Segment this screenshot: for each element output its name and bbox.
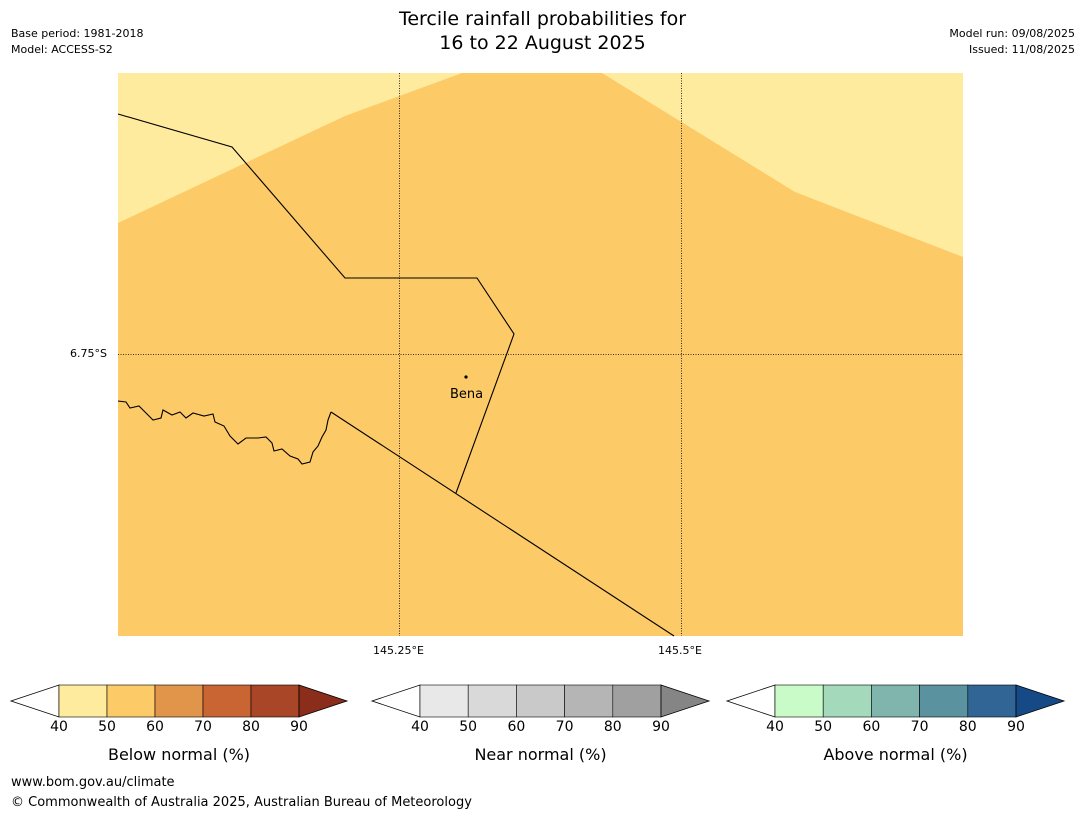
- near-colorbar-tick: 90: [652, 719, 670, 735]
- title-line-1: Tercile rainfall probabilities for: [398, 8, 687, 30]
- footer-url[interactable]: www.bom.gov.au/climate: [11, 775, 175, 790]
- near-colorbar-segment: [419, 684, 469, 718]
- below-colorbar-tick: 40: [50, 719, 68, 735]
- lon-label-145-5: 145.5°E: [658, 644, 702, 657]
- southern-boundary: [330, 411, 675, 637]
- above-colorbar-segment: [919, 684, 969, 718]
- below-colorbar-segment: [202, 684, 252, 718]
- near-colorbar-tick: 50: [459, 719, 478, 735]
- model-run: Model run: 09/08/2025: [949, 27, 1075, 40]
- base-period: Base period: 1981-2018: [11, 27, 144, 40]
- below-colorbar-tick: 50: [98, 719, 116, 735]
- near-colorbar-segment: [467, 684, 517, 718]
- below-colorbar-segment: [154, 684, 204, 718]
- above-normal-colorbar: [725, 684, 1066, 718]
- below-40-50-region-east: [602, 73, 963, 257]
- below-colorbar-tick: 60: [146, 719, 164, 735]
- near-colorbar-segment: [612, 684, 662, 718]
- title-line-2: 16 to 22 August 2025: [439, 32, 646, 54]
- below-colorbar-tick: 80: [242, 719, 260, 735]
- below-colorbar-segment: [250, 684, 300, 718]
- below-colorbar-high-extend: [298, 684, 349, 718]
- near-colorbar-tick: 60: [507, 719, 526, 735]
- map-area: [117, 73, 963, 637]
- above-colorbar-segment: [774, 684, 824, 718]
- issued-date: Issued: 11/08/2025: [968, 43, 1075, 56]
- lat-label: 6.75°S: [70, 347, 107, 360]
- river-line: [117, 400, 332, 465]
- above-colorbar-low-extend: [725, 684, 776, 718]
- near-colorbar-tick: 80: [603, 719, 622, 735]
- above-colorbar-tick: 60: [862, 719, 881, 735]
- below-colorbar-tick: 70: [194, 719, 212, 735]
- above-colorbar-segment: [967, 684, 1017, 718]
- near-colorbar-segment: [564, 684, 614, 718]
- below-normal-colorbar-label: Below normal (%): [107, 745, 251, 764]
- near-colorbar-low-extend: [370, 684, 421, 718]
- province-boundary: [117, 113, 515, 494]
- map-title: Tercile rainfall probabilities for 16 to…: [0, 7, 1085, 55]
- near-colorbar-high-extend: [660, 684, 711, 718]
- near-normal-colorbar: [370, 684, 711, 718]
- below-colorbar-low-extend: [9, 684, 60, 718]
- footer-copyright: © Commonwealth of Australia 2025, Austra…: [11, 795, 472, 810]
- below-normal-colorbar: [9, 684, 349, 718]
- above-colorbar-tick: 80: [958, 719, 977, 735]
- near-normal-colorbar-label: Near normal (%): [474, 745, 607, 764]
- below-colorbar-segment: [58, 684, 108, 718]
- above-colorbar-tick: 90: [1007, 719, 1025, 735]
- below-colorbar-tick: 90: [290, 719, 308, 735]
- above-colorbar-tick: 40: [766, 719, 784, 735]
- below-colorbar-segment: [106, 684, 156, 718]
- bena-location-marker: [464, 375, 468, 379]
- near-colorbar-tick: 40: [411, 719, 429, 735]
- above-colorbar-high-extend: [1015, 684, 1066, 718]
- place-label-bena: Bena: [450, 387, 484, 402]
- above-colorbar-segment: [822, 684, 872, 718]
- near-colorbar-segment: [516, 684, 565, 718]
- lon-label-145-25: 145.25°E: [373, 644, 424, 657]
- above-colorbar-tick: 70: [910, 719, 929, 735]
- above-colorbar-segment: [871, 684, 920, 718]
- above-colorbar-tick: 50: [814, 719, 833, 735]
- model-name: Model: ACCESS-S2: [11, 43, 113, 56]
- above-normal-colorbar-label: Above normal (%): [823, 745, 968, 764]
- below-40-50-region-west: [118, 73, 462, 223]
- near-colorbar-tick: 70: [555, 719, 574, 735]
